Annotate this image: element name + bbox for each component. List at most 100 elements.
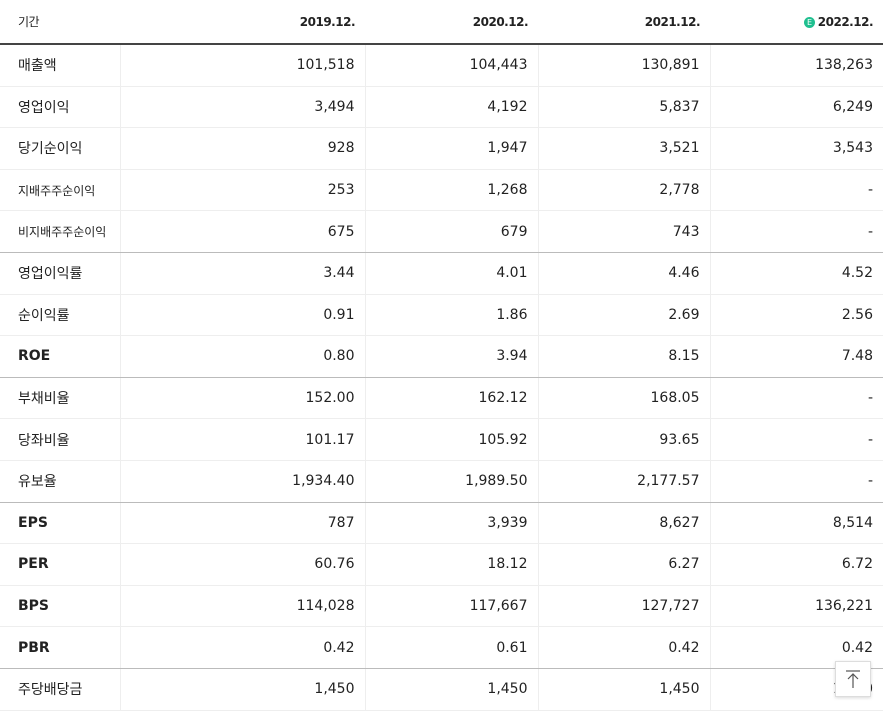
cell-value: 2.69 <box>537 294 710 337</box>
row-label: 주당배당금 <box>0 668 120 711</box>
cell-value: 136,221 <box>709 585 883 628</box>
cell-value: 152.00 <box>119 377 365 420</box>
row-label: 비지배주주순이익 <box>0 210 120 253</box>
data-row: 유보율 1,934.40 1,989.50 2,177.57- <box>0 460 883 503</box>
row-label: 매출액 <box>0 44 120 87</box>
period-header: 2021.12. <box>538 0 710 45</box>
cell-value: 104,443 <box>364 44 538 87</box>
cell-value: 114,028 <box>119 585 365 628</box>
cell-value: 101.17 <box>119 418 365 461</box>
cell-value: - <box>709 418 883 461</box>
cell-value: 168.05 <box>537 377 710 420</box>
row-label: 당기순이익 <box>0 127 120 170</box>
table-body: 매출액 101,518 104,443 130,891 138,263 영업이익 3,494… <box>0 44 883 711</box>
data-row: PER 60.76 18.12 6.27 6.72 <box>0 543 883 586</box>
cell-value: 0.42 <box>537 626 710 669</box>
cell-value: 18.12 <box>364 543 538 586</box>
data-row: 지배주주순이익 253 1,268 2,778- <box>0 169 883 212</box>
cell-value: 1,450 <box>364 668 538 711</box>
data-row: 부채비율 152.00 162.12 168.05- <box>0 377 883 420</box>
data-row: 영업이익률 3.44 4.01 4.46 4.52 <box>0 252 883 295</box>
cell-value: 679 <box>364 210 538 253</box>
row-label: PBR <box>0 626 120 669</box>
cell-value: 6.72 <box>709 543 883 586</box>
row-label: ROE <box>0 335 120 378</box>
data-row: EPS 787 3,939 8,627 8,514 <box>0 502 883 545</box>
data-row: 순이익률 0.91 1.86 2.69 2.56 <box>0 294 883 337</box>
cell-value: 3,494 <box>119 86 365 129</box>
cell-value: 1,934.40 <box>119 460 365 503</box>
cell-value: - <box>709 169 883 212</box>
cell-value: 6.27 <box>537 543 710 586</box>
cell-value: 4,192 <box>364 86 538 129</box>
cell-value: - <box>709 377 883 420</box>
cell-value: 1,989.50 <box>364 460 538 503</box>
period-label: 2021.12. <box>644 14 701 29</box>
cell-value: 928 <box>119 127 365 170</box>
cell-value: 0.80 <box>119 335 365 378</box>
cell-value: 6,249 <box>709 86 883 129</box>
row-label: BPS <box>0 585 120 628</box>
estimate-badge: E <box>803 16 815 28</box>
cell-value: 2.56 <box>709 294 883 337</box>
data-row: PBR 0.42 0.61 0.42 0.42 <box>0 626 883 669</box>
cell-value: - <box>709 210 883 253</box>
row-label: 지배주주순이익 <box>0 169 120 212</box>
data-row: 매출액 101,518 104,443 130,891 138,263 <box>0 44 883 87</box>
period-label: 2020.12. <box>472 14 529 29</box>
row-label: EPS <box>0 502 120 545</box>
cell-value: 1,450 <box>119 668 365 711</box>
period-label: 2022.12. <box>817 14 874 29</box>
cell-value: 60.76 <box>119 543 365 586</box>
cell-value: 127,727 <box>537 585 710 628</box>
arrow-up-icon <box>846 670 860 688</box>
cell-value: 0.61 <box>364 626 538 669</box>
cell-value: 1.86 <box>364 294 538 337</box>
cell-value: 3.94 <box>364 335 538 378</box>
row-label: 순이익률 <box>0 294 120 337</box>
cell-value: 5,837 <box>537 86 710 129</box>
row-label: 영업이익률 <box>0 252 120 295</box>
data-row: 당좌비율 101.17 105.92 93.65- <box>0 418 883 461</box>
cell-value: 8.15 <box>537 335 710 378</box>
scroll-top-button[interactable] <box>835 661 871 697</box>
period-label: 2019.12. <box>299 14 356 29</box>
cell-value: 130,891 <box>537 44 710 87</box>
period-header: E 2022.12. <box>710 0 883 45</box>
cell-value: 3,543 <box>709 127 883 170</box>
cell-value: 7.48 <box>709 335 883 378</box>
cell-value: 8,514 <box>709 502 883 545</box>
cell-value: 675 <box>119 210 365 253</box>
cell-value: 2,177.57 <box>537 460 710 503</box>
cell-value: - <box>709 460 883 503</box>
data-row: 비지배주주순이익 675 679 743- <box>0 210 883 253</box>
period-header: 2020.12. <box>365 0 538 45</box>
header-label: 기간 <box>0 0 120 45</box>
cell-value: 117,667 <box>364 585 538 628</box>
cell-value: 743 <box>537 210 710 253</box>
cell-value: 3,521 <box>537 127 710 170</box>
cell-value: 4.46 <box>537 252 710 295</box>
cell-value: 138,263 <box>709 44 883 87</box>
cell-value: 0.91 <box>119 294 365 337</box>
data-row: ROE 0.80 3.94 8.15 7.48 <box>0 335 883 378</box>
cell-value: 93.65 <box>537 418 710 461</box>
cell-value: 3,939 <box>364 502 538 545</box>
cell-value: 1,947 <box>364 127 538 170</box>
cell-value: 0.42 <box>119 626 365 669</box>
cell-value: 787 <box>119 502 365 545</box>
cell-value: 101,518 <box>119 44 365 87</box>
data-row: 당기순이익 928 1,947 3,521 3,543 <box>0 127 883 170</box>
cell-value: 3.44 <box>119 252 365 295</box>
row-label: 유보율 <box>0 460 120 503</box>
cell-value: 105.92 <box>364 418 538 461</box>
row-label: PER <box>0 543 120 586</box>
cell-value: 8,627 <box>537 502 710 545</box>
cell-value: 4.01 <box>364 252 538 295</box>
cell-value: 1,450 <box>537 668 710 711</box>
cell-value: 2,778 <box>537 169 710 212</box>
cell-value: 162.12 <box>364 377 538 420</box>
